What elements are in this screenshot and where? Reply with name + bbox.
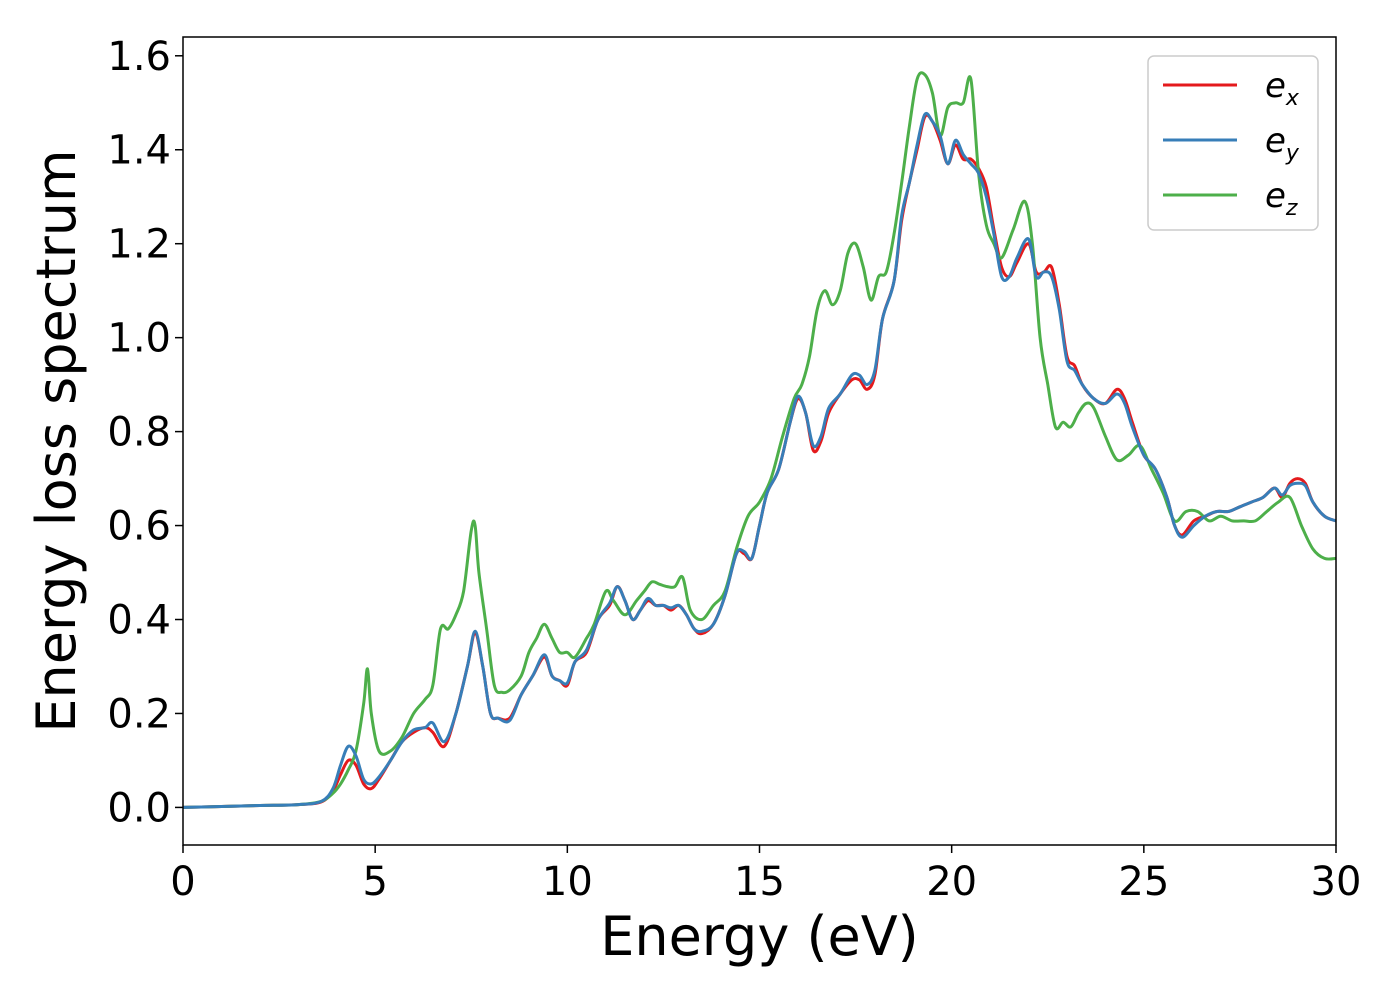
y-tick-label: 0.6	[107, 504, 171, 550]
y-axis-title: Energy loss spectrum	[25, 149, 88, 732]
legend-label-base: e	[1265, 176, 1286, 216]
legend-label-base: e	[1265, 121, 1286, 161]
y-axis-ticks: 0.0 0.2 0.4 0.6 0.8 1.0 1.2 1.4 1.6	[107, 34, 183, 831]
y-tick-label: 0.2	[107, 691, 171, 737]
x-axis-title: Energy (eV)	[600, 905, 919, 968]
legend-label-y: ey	[1265, 121, 1300, 166]
y-tick-label: 1.6	[107, 34, 171, 80]
x-tick-label: 20	[926, 859, 977, 905]
y-tick-label: 0.8	[107, 410, 171, 456]
legend-label-subscript: x	[1285, 86, 1300, 111]
x-tick-label: 0	[170, 859, 195, 905]
y-tick-label: 1.2	[107, 222, 171, 268]
y-tick-label: 0.4	[107, 598, 171, 644]
legend-label-z: ez	[1265, 176, 1298, 221]
y-tick-label: 0.0	[107, 785, 171, 831]
series-layer	[182, 71, 1337, 809]
y-tick-label: 1.0	[107, 316, 171, 362]
legend-label-x: ex	[1265, 66, 1300, 111]
x-axis-ticks: 0 5 10 15 20 25 30	[170, 845, 1361, 905]
legend-label-base: e	[1265, 66, 1286, 106]
series-line-z	[182, 71, 1337, 809]
x-tick-label: 5	[362, 859, 387, 905]
x-tick-label: 15	[734, 859, 785, 905]
y-tick-label: 1.4	[107, 128, 171, 174]
series-line-y	[182, 111, 1337, 809]
x-tick-label: 30	[1311, 859, 1362, 905]
legend-label-subscript: z	[1285, 196, 1298, 221]
x-tick-label: 10	[542, 859, 593, 905]
legend-box	[1147, 55, 1319, 231]
x-tick-label: 25	[1118, 859, 1169, 905]
legend-label-subscript: y	[1285, 141, 1300, 166]
